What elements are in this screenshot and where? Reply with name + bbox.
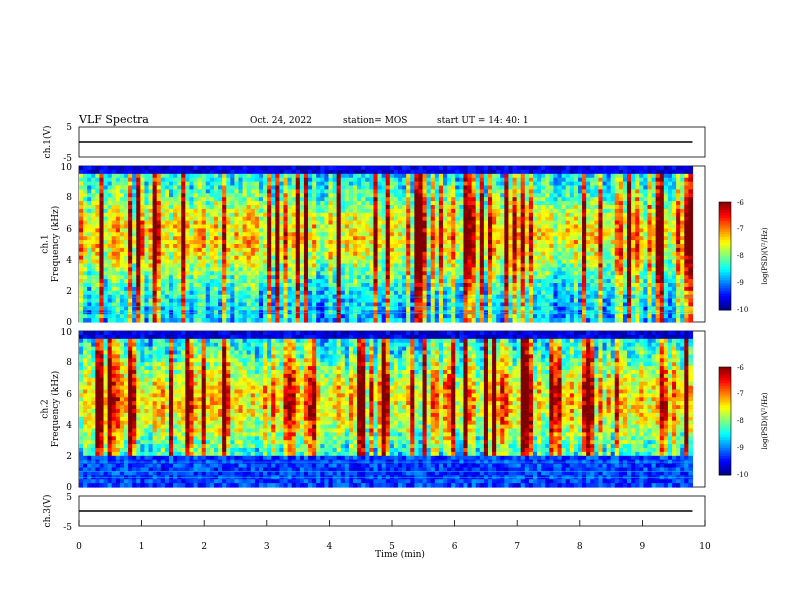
x-tick-label: 2 <box>201 542 207 552</box>
x-tick-label: 4 <box>327 542 333 552</box>
ch2-spec-ytick-0: 0 <box>66 483 72 493</box>
ch1-spectrogram-image <box>79 166 694 323</box>
x-tick-label: 7 <box>514 542 520 552</box>
ch2-cbar-tick-6: -6 <box>737 364 744 372</box>
ch1-cbar-tick-6: -6 <box>737 199 744 207</box>
figure-title: VLF Spectra <box>78 113 149 126</box>
ch1-wave-ytick-top: 5 <box>66 123 72 133</box>
x-tick-label: 1 <box>139 542 145 552</box>
time-axis-label: Time (min) <box>375 549 425 560</box>
ch1-colorbar: -6 -7 -8 -9 -10 log(PSD)(V²/Hz) <box>718 199 769 314</box>
ch2-spec-ytick-6: 6 <box>66 390 72 400</box>
ch1-spec-ytick-10: 10 <box>61 163 73 173</box>
ch1-spec-ytick-2: 2 <box>66 287 72 297</box>
ch1-cbar-tick-7: -7 <box>737 225 744 233</box>
ch2-spec-ytick-10: 10 <box>61 328 73 338</box>
ch2-cbar-tick-9: -9 <box>737 444 744 452</box>
ch2-spec-ytick-8: 8 <box>66 358 72 368</box>
ch1-spec-ytick-4: 4 <box>66 256 72 266</box>
ch2-cbar-tick-10: -10 <box>737 471 748 479</box>
ch2-spec-ytick-4: 4 <box>66 421 72 431</box>
ch1-spec-ytick-0: 0 <box>66 318 72 328</box>
ch2-spectrogram-image <box>79 331 694 488</box>
ch2-cbar-tick-8: -8 <box>737 417 744 425</box>
ch2-spec-ytick-2: 2 <box>66 452 72 462</box>
ch1-cbar-tick-10: -10 <box>737 306 748 314</box>
ch1-waveform-ylabel: ch.1(V) <box>42 126 53 159</box>
date-label: Oct. 24, 2022 <box>250 116 312 126</box>
ch1-spectrogram-ylabel: ch.1Frequency (kHz) <box>40 206 61 283</box>
ch2-cbar-tick-7: -7 <box>737 390 744 398</box>
ch1-spec-ytick-8: 8 <box>66 193 72 203</box>
x-tick-label: 10 <box>699 542 711 552</box>
x-tick-label: 0 <box>76 542 82 552</box>
x-tick-label: 5 <box>389 542 395 552</box>
ch3-waveform-ylabel: ch.3(V) <box>42 495 53 528</box>
ch2-colorbar: -6 -7 -8 -9 -10 log(PSD)(V²/Hz) <box>718 364 769 479</box>
ch1-spec-ytick-6: 6 <box>66 225 72 235</box>
x-tick-label: 9 <box>640 542 646 552</box>
ch3-wave-ytick-top: 5 <box>66 493 72 503</box>
ch1-colorbar-label: log(PSD)(V²/Hz) <box>761 227 769 284</box>
ch1-cbar-tick-8: -8 <box>737 252 744 260</box>
station-label: station= MOS <box>343 116 407 126</box>
x-tick-label: 6 <box>452 542 458 552</box>
ch2-spectrogram-ylabel: ch.2Frequency (kHz) <box>40 371 61 448</box>
ch1-cbar-tick-9: -9 <box>737 279 744 287</box>
start-time-label: start UT = 14: 40: 1 <box>437 116 529 126</box>
time-axis-ticks: 0 1 2 3 4 5 6 7 8 9 10 <box>76 520 711 552</box>
ch2-colorbar-label: log(PSD)(V²/Hz) <box>761 392 769 449</box>
ch1-wave-ytick-bottom: -5 <box>63 154 72 164</box>
x-tick-label: 3 <box>264 542 270 552</box>
ch3-wave-ytick-bottom: -5 <box>63 523 72 533</box>
x-tick-label: 8 <box>577 542 583 552</box>
